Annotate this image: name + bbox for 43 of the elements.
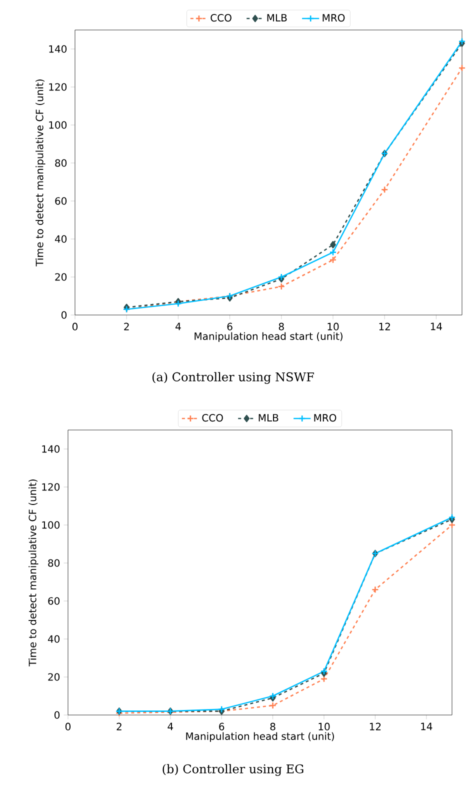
x-axis-title: Manipulation head start (unit) — [186, 732, 334, 742]
legend-label: MLB — [258, 414, 278, 422]
y-tick-label: 80 — [48, 559, 60, 567]
x-tick-label: 10 — [328, 322, 339, 330]
text: (b) Controller using EG — [162, 764, 304, 776]
y-tick-label: 120 — [49, 83, 67, 91]
x-tick-label: 12 — [370, 722, 381, 730]
legend-label: MRO — [322, 14, 345, 22]
x-tick-label: 4 — [168, 722, 174, 730]
text: (a) Controller using NSWF — [152, 372, 314, 384]
x-tick-label: 0 — [72, 322, 78, 330]
x-tick-label: 10 — [318, 722, 330, 730]
y-axis-title: Time to detect manipulative CF (unit) — [28, 480, 38, 666]
y-tick-label: 0 — [54, 711, 60, 719]
y-tick-label: 20 — [55, 273, 67, 281]
x-tick-label: 2 — [116, 722, 122, 730]
legend-label: CCO — [202, 414, 223, 422]
y-tick-label: 80 — [55, 159, 67, 167]
y-tick-label: 120 — [42, 483, 60, 491]
x-tick-label: 2 — [124, 322, 129, 330]
legend-label: MLB — [267, 14, 287, 22]
y-tick-label: 20 — [48, 673, 60, 681]
x-tick-label: 14 — [430, 322, 442, 330]
legend-label: CCO — [210, 14, 232, 22]
x-tick-label: 6 — [219, 722, 224, 730]
x-tick-label: 14 — [421, 722, 432, 730]
legend-label: MRO — [314, 414, 336, 422]
x-tick-label: 8 — [278, 322, 284, 330]
x-tick-label: 8 — [270, 722, 276, 730]
y-tick-label: 0 — [61, 311, 67, 319]
y-tick-label: 140 — [42, 445, 60, 453]
y-tick-label: 40 — [54, 235, 67, 243]
y-tick-label: 60 — [48, 597, 60, 605]
y-tick-label: 60 — [55, 197, 67, 205]
x-tick-label: 6 — [227, 322, 232, 330]
x-tick-label: 4 — [176, 322, 181, 330]
y-tick-label: 100 — [42, 521, 60, 529]
y-tick-label: 100 — [49, 121, 67, 129]
y-axis-title: Time to detect manipulative CF (unit) — [36, 80, 46, 266]
x-tick-label: 12 — [379, 322, 390, 330]
x-axis-title: Manipulation head start (unit) — [194, 332, 342, 342]
y-tick-label: 140 — [49, 45, 67, 53]
y-tick-label: 40 — [48, 635, 60, 643]
